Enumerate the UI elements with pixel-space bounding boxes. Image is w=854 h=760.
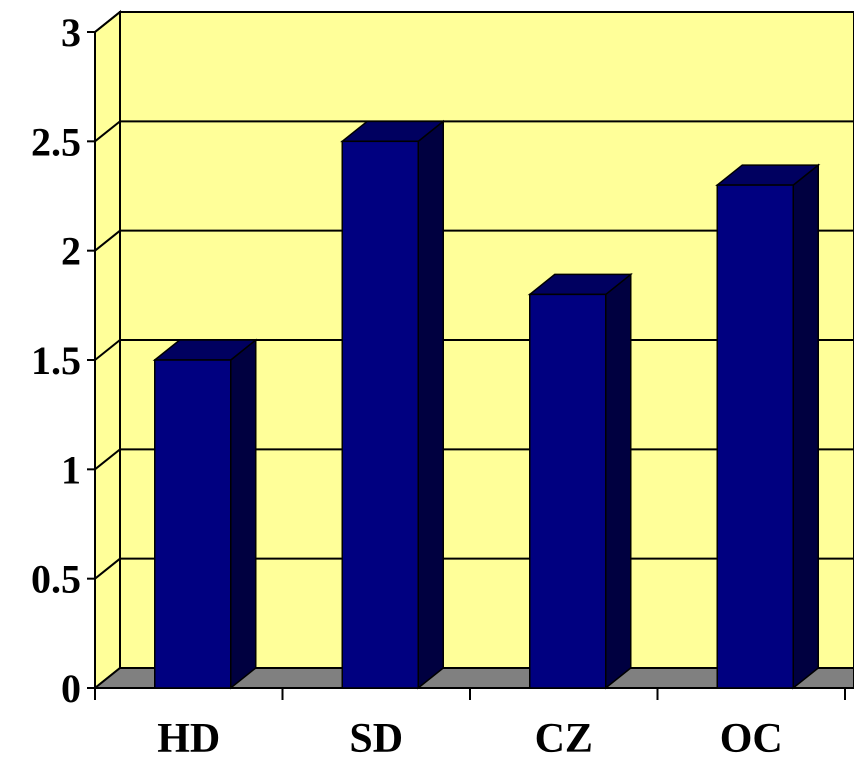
y-tick-labels: 0 0.5 1 1.5 2 2.5 3 — [31, 10, 81, 711]
bar-side — [605, 272, 632, 690]
bars — [152, 119, 821, 690]
bar-oc — [716, 184, 794, 689]
bar-sd — [341, 140, 419, 689]
bar-hd — [154, 359, 232, 689]
y-tick-label: 1.5 — [31, 338, 81, 383]
gridline — [94, 11, 854, 33]
x-tick-label: SD — [349, 716, 403, 760]
y-tick-label: 1 — [61, 447, 81, 492]
bar-side — [230, 338, 257, 690]
bar-side — [417, 119, 444, 690]
y-tick-label: 0 — [61, 666, 81, 711]
y-tick-label: 3 — [61, 10, 81, 55]
bar-side — [792, 163, 819, 690]
y-tick-label: 2 — [61, 229, 81, 274]
gridline — [94, 229, 854, 252]
y-tick-label: 0.5 — [31, 557, 81, 602]
bar-cz — [529, 293, 607, 689]
x-tick-label: OC — [720, 716, 783, 760]
gridline — [94, 120, 854, 143]
x-tick-label: HD — [157, 716, 220, 760]
y-tick-label: 2.5 — [31, 119, 81, 164]
x-tick-labels: HD SD CZ OC — [157, 716, 783, 760]
x-tick-label: CZ — [535, 716, 593, 760]
